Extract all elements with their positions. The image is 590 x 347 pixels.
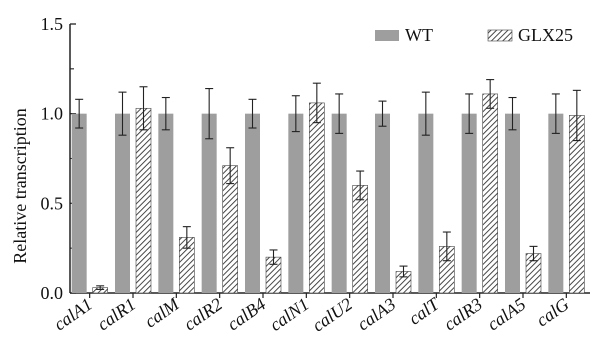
y-tick-label: 1.0 — [41, 104, 64, 124]
bar-wt-calU2 — [331, 113, 347, 294]
bar-glx25-calU2 — [352, 185, 368, 294]
x-tick-label-calR3: calR3 — [440, 294, 486, 334]
y-axis-label: Relative transcription — [10, 108, 30, 263]
bar-wt-calR3 — [461, 113, 477, 294]
bar-glx25-calN1 — [309, 102, 325, 294]
legend-glx25-swatch — [487, 29, 513, 42]
bar-wt-calM — [158, 113, 174, 294]
y-tick-label: 1.5 — [41, 14, 64, 34]
legend-glx25-label: GLX25 — [518, 25, 573, 45]
x-tick-label-calG: calG — [532, 294, 572, 330]
bar-wt-calT — [418, 113, 434, 294]
x-tick-label-calM: calM — [141, 293, 184, 331]
bar-wt-calB4 — [245, 113, 260, 294]
x-tick-label-calT: calT — [405, 293, 444, 329]
x-tick-label-calU2: calU2 — [308, 294, 356, 336]
bar-glx25-calR3 — [482, 93, 498, 294]
x-tick-label-calN1: calN1 — [266, 294, 313, 335]
bar-wt-calG — [548, 113, 564, 294]
x-tick-label-calR2: calR2 — [180, 294, 226, 334]
x-tick-label-calA3: calA3 — [353, 294, 399, 334]
legend: WT GLX25 — [375, 25, 573, 45]
bar-glx25-calR2 — [222, 165, 238, 294]
bar-wt-calR1 — [115, 113, 130, 294]
legend-wt-label: WT — [405, 25, 433, 45]
bar-wt-calN1 — [288, 113, 304, 294]
bar-wt-calA5 — [505, 113, 520, 294]
y-tick-label: 0.5 — [41, 193, 64, 213]
bar-wt-calR2 — [201, 113, 217, 294]
bar-glx25-calR1 — [135, 107, 152, 294]
x-tick-label-calB4: calB4 — [223, 294, 269, 334]
bar-glx25-calG — [569, 115, 585, 294]
y-tick-label: 0.0 — [41, 283, 64, 303]
x-tick-label-calA5: calA5 — [483, 294, 529, 334]
bar-wt-calA1 — [71, 113, 87, 294]
legend-wt-swatch — [375, 30, 399, 41]
x-tick-label-calR1: calR1 — [93, 294, 139, 334]
bar-wt-calA3 — [375, 113, 390, 294]
